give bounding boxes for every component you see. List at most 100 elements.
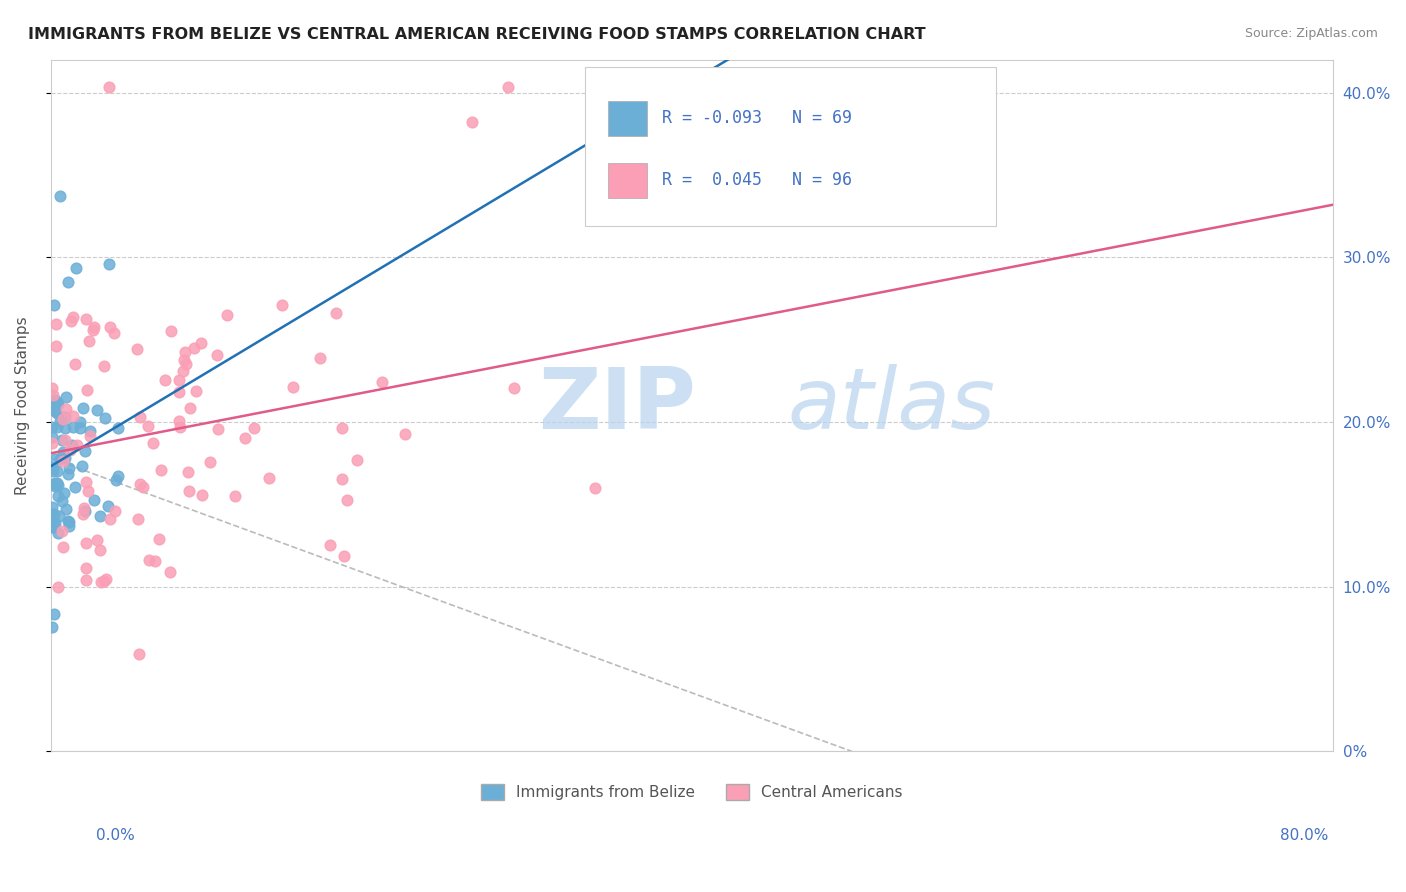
- Point: [496, 80, 519, 95]
- Point: [332, 421, 354, 435]
- Point: [75, 312, 97, 326]
- Point: [41, 435, 63, 450]
- Point: [51, 445, 73, 459]
- Point: [45, 464, 67, 478]
- Point: [179, 484, 201, 499]
- Point: [48, 525, 70, 540]
- Point: [83, 493, 105, 508]
- Point: [41, 620, 63, 634]
- Point: [79, 424, 101, 438]
- Point: [58, 519, 80, 533]
- Bar: [609, 101, 647, 136]
- Point: [75, 535, 97, 549]
- Point: [72, 401, 94, 416]
- Point: [42, 388, 65, 402]
- Point: [138, 553, 160, 567]
- Point: [44, 452, 66, 467]
- Point: [41, 500, 63, 515]
- Point: [243, 421, 266, 435]
- Point: [42, 297, 65, 311]
- Point: [159, 566, 181, 580]
- Point: [49, 189, 72, 203]
- Point: [42, 607, 65, 622]
- Point: [75, 444, 97, 458]
- Point: [45, 339, 67, 353]
- Point: [86, 403, 108, 417]
- Point: [283, 380, 305, 394]
- Point: [41, 381, 63, 395]
- Point: [62, 409, 84, 424]
- Point: [46, 580, 69, 594]
- Point: [86, 533, 108, 548]
- Point: [75, 475, 97, 490]
- Point: [183, 341, 205, 355]
- Point: [257, 471, 280, 485]
- Point: [129, 477, 152, 491]
- Text: atlas: atlas: [787, 364, 995, 447]
- Point: [128, 647, 150, 661]
- Point: [46, 478, 69, 492]
- Point: [190, 488, 212, 502]
- Point: [59, 314, 82, 328]
- Point: [58, 514, 80, 528]
- Point: [52, 453, 75, 467]
- Bar: [609, 163, 647, 198]
- Point: [94, 572, 117, 586]
- Point: [45, 406, 67, 420]
- Legend: Immigrants from Belize, Central Americans: Immigrants from Belize, Central American…: [475, 778, 908, 806]
- Point: [44, 476, 66, 491]
- Point: [136, 418, 159, 433]
- Point: [190, 335, 212, 350]
- Point: [107, 469, 129, 483]
- Point: [89, 543, 111, 558]
- Point: [142, 436, 165, 450]
- Point: [69, 415, 91, 429]
- Point: [41, 420, 63, 434]
- Point: [46, 394, 69, 409]
- Point: [44, 404, 66, 418]
- Point: [104, 503, 127, 517]
- Point: [72, 508, 94, 522]
- Point: [41, 520, 63, 534]
- Point: [46, 420, 69, 434]
- Point: [41, 461, 63, 475]
- Point: [55, 390, 77, 404]
- Point: [46, 397, 69, 411]
- Point: [77, 484, 100, 499]
- Point: [103, 326, 125, 341]
- Point: [48, 509, 70, 524]
- Point: [174, 357, 197, 371]
- Point: [41, 430, 63, 444]
- Point: [107, 421, 129, 435]
- Point: [179, 401, 201, 415]
- Point: [62, 420, 84, 434]
- Point: [42, 513, 65, 527]
- Point: [207, 422, 229, 436]
- Point: [89, 508, 111, 523]
- Point: [224, 489, 246, 503]
- Point: [346, 452, 368, 467]
- Point: [42, 464, 65, 478]
- FancyBboxPatch shape: [585, 67, 995, 226]
- Point: [167, 373, 190, 387]
- Point: [160, 324, 183, 338]
- Text: 80.0%: 80.0%: [1281, 828, 1329, 843]
- Point: [52, 412, 75, 426]
- Y-axis label: Receiving Food Stamps: Receiving Food Stamps: [15, 317, 30, 495]
- Point: [335, 492, 357, 507]
- Point: [73, 501, 96, 516]
- Point: [46, 489, 69, 503]
- Text: R = -0.093   N = 69: R = -0.093 N = 69: [662, 109, 852, 127]
- Point: [53, 433, 76, 447]
- Point: [45, 318, 67, 332]
- Point: [90, 575, 112, 590]
- Point: [59, 443, 82, 458]
- Point: [132, 480, 155, 494]
- Text: ZIP: ZIP: [538, 364, 696, 447]
- Point: [150, 463, 173, 477]
- Point: [233, 431, 256, 445]
- Point: [325, 306, 347, 320]
- Point: [42, 476, 65, 491]
- Point: [125, 343, 148, 357]
- Text: Source: ZipAtlas.com: Source: ZipAtlas.com: [1244, 27, 1378, 40]
